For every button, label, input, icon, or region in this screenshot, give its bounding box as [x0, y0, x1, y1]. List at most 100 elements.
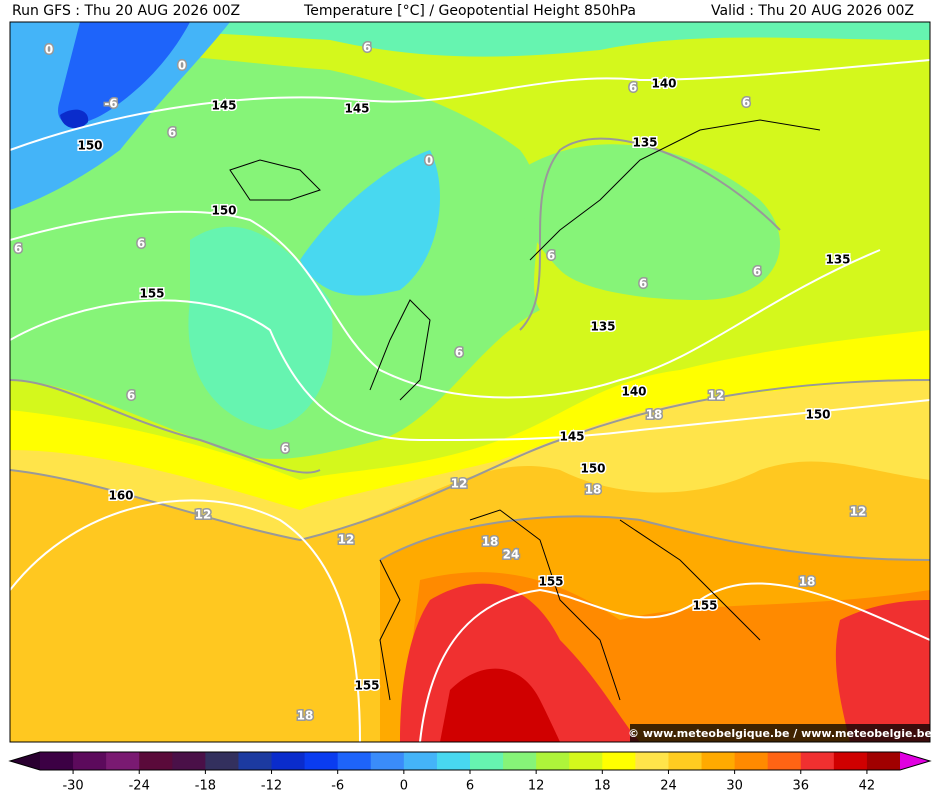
- height-label: 155: [538, 575, 563, 589]
- colorbar-under: [10, 752, 40, 770]
- height-isoline: [419, 582, 930, 742]
- temperature-label: 24: [503, 548, 520, 562]
- colorbar-segment: [734, 752, 769, 770]
- colorbar-segment: [436, 752, 471, 770]
- temperature-label: 6: [742, 96, 750, 110]
- height-label: 135: [632, 136, 657, 150]
- colorbar-segment: [701, 752, 736, 770]
- temperature-label: 6: [127, 389, 135, 403]
- temperature-label: 18: [297, 709, 314, 723]
- temperature-label: 6: [547, 249, 555, 263]
- height-label: 145: [344, 102, 369, 116]
- field-30: [440, 668, 560, 742]
- temperature-label: 18: [585, 483, 602, 497]
- colorbar-tick-label: -12: [261, 779, 282, 794]
- temperature-label: 12: [195, 508, 212, 522]
- temperature-label: 6: [137, 237, 145, 251]
- colorbar-segment: [337, 752, 372, 770]
- colorbar-segment: [271, 752, 306, 770]
- colorbar-tick-label: 18: [594, 779, 611, 794]
- run-label: Run GFS : Thu 20 AUG 2026 00Z: [12, 3, 240, 19]
- height-label: 135: [590, 320, 615, 334]
- map-title: Temperature [°C] / Geopotential Height 8…: [303, 3, 636, 19]
- height-isoline: [10, 499, 361, 742]
- temp-isoline: [10, 379, 930, 542]
- colorbar-tick-label: 42: [859, 779, 876, 794]
- height-label: 155: [354, 679, 379, 693]
- height-isoline: [10, 210, 881, 399]
- field-3: [10, 22, 930, 57]
- temperature-label: 6: [753, 265, 761, 279]
- field-6b: [517, 144, 780, 300]
- colorbar-tick-label: 24: [660, 779, 677, 794]
- height-label: 140: [651, 77, 676, 91]
- temperature-label: 12: [708, 389, 725, 403]
- field-cold3: [60, 109, 89, 129]
- colorbar-segment: [370, 752, 405, 770]
- colorbar-tick-label: -30: [62, 779, 83, 794]
- temperature-label: 12: [850, 505, 867, 519]
- temperature-label: -6: [104, 97, 117, 111]
- temperature-label: 6: [281, 442, 289, 456]
- colorbar-segment: [205, 752, 239, 770]
- colorbar-segment: [139, 752, 173, 770]
- colorbar-segment: [106, 752, 140, 770]
- temperature-label: 6: [639, 277, 647, 291]
- height-label: 145: [559, 430, 584, 444]
- colorbar-segment: [866, 752, 901, 770]
- temperature-label: 18: [482, 535, 499, 549]
- height-label: 145: [211, 99, 236, 113]
- temp-isoline: [10, 137, 781, 474]
- colorbar-tick-label: 36: [792, 779, 809, 794]
- colorbar-segment: [403, 752, 438, 770]
- colorbar-segment: [767, 752, 802, 770]
- height-label: 150: [805, 408, 830, 422]
- colorbar-tick-label: 0: [400, 779, 408, 794]
- colorbar-over: [900, 752, 930, 770]
- map-frame: [9, 21, 931, 743]
- colorbar-segment: [668, 752, 703, 770]
- colorbar-segment: [503, 752, 537, 770]
- temperature-label: 18: [646, 408, 663, 422]
- height-label: 150: [211, 204, 236, 218]
- temperature-label: 6: [629, 81, 637, 95]
- temperature-label: 6: [14, 242, 22, 256]
- colorbar-tick-label: 6: [466, 779, 474, 794]
- height-label: 150: [580, 462, 605, 476]
- height-isoline: [10, 299, 930, 442]
- colorbar-segment: [569, 752, 603, 770]
- map: [10, 22, 930, 742]
- colorbar-segment: [833, 752, 868, 770]
- field-cold2: [58, 22, 190, 124]
- height-label: 135: [825, 253, 850, 267]
- height-label: 150: [77, 139, 102, 153]
- colorbar-segment: [602, 752, 636, 770]
- valid-label: Valid : Thu 20 AUG 2026 00Z: [711, 3, 914, 19]
- height-label: 160: [108, 489, 133, 503]
- colorbar-segment: [635, 752, 669, 770]
- colorbar-frame: [8, 751, 932, 771]
- colorbar-segment: [304, 752, 339, 770]
- field-0: [300, 150, 440, 296]
- colorbar-segment: [172, 752, 206, 770]
- colorbar-tick-label: -24: [129, 779, 150, 794]
- temp-isoline: [379, 515, 930, 561]
- height-label: 155: [692, 599, 717, 613]
- colorbar-tick-label: -6: [331, 779, 344, 794]
- temperature-label: 18: [799, 575, 816, 589]
- temperature-label: 12: [451, 477, 468, 491]
- watermark: © www.meteobelgique.be / www.meteobelgie…: [628, 727, 932, 740]
- temperature-label: 12: [338, 533, 355, 547]
- temperature-label: 0: [178, 59, 186, 73]
- watermark-box: [630, 724, 930, 742]
- field-27b: [835, 600, 930, 742]
- temperature-label: 0: [425, 154, 433, 168]
- colorbar-tick-label: 30: [726, 779, 743, 794]
- temperature-label: 0: [45, 43, 53, 57]
- coastline: [229, 119, 821, 701]
- temperature-label: 6: [168, 126, 176, 140]
- colorbar-tick-label: -18: [195, 779, 216, 794]
- colorbar-segment: [470, 752, 504, 770]
- height-label: 140: [621, 385, 646, 399]
